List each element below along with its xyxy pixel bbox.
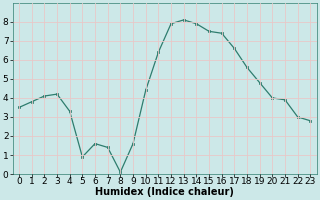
X-axis label: Humidex (Indice chaleur): Humidex (Indice chaleur) (95, 187, 234, 197)
